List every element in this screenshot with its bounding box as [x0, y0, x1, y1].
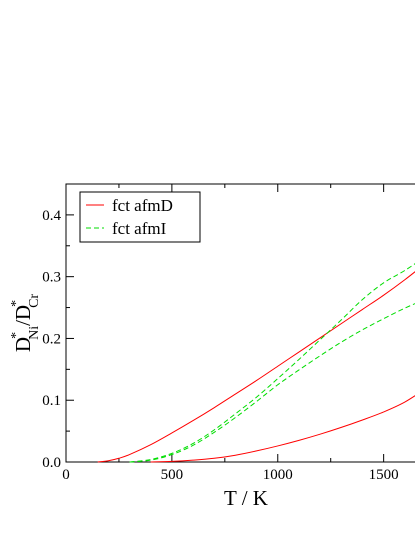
y-tick-label: 0.1 [42, 393, 61, 409]
series-layer [97, 263, 415, 463]
plot-frame [65, 183, 415, 463]
y-axis-title-sub2: Cr [27, 294, 42, 308]
y-axis-title-sup2: * [9, 300, 24, 307]
y-axis-title-sup1: * [9, 332, 24, 339]
series-line-3 [129, 303, 415, 463]
legend-box [79, 191, 201, 243]
axis-tick-labels: 0 500 1000 1500 0.0 0.1 0.2 0.3 0.4 [42, 208, 398, 483]
y-tick-label: 0.0 [42, 455, 61, 471]
x-tick-label: 500 [161, 467, 184, 483]
series-line-1 [150, 395, 415, 463]
y-axis-title-sub1: Ni [27, 326, 42, 340]
y-axis-title-slash: /D [11, 305, 35, 326]
axis-ticks [65, 183, 385, 463]
y-axis-title: D* Ni/D* Cr [9, 294, 42, 353]
x-tick-label: 1000 [263, 467, 293, 483]
series-line-2 [129, 263, 415, 463]
x-tick-label: 0 [62, 467, 70, 483]
x-axis-title: T / K [224, 486, 268, 510]
y-tick-label: 0.4 [42, 208, 61, 224]
y-tick-label: 0.3 [42, 270, 61, 286]
y-axis-title-main: D [11, 337, 35, 352]
series-line-0 [97, 271, 415, 463]
legend: fct afmD fct afmI [79, 191, 201, 243]
legend-label-afmD: fct afmD [112, 196, 173, 215]
x-tick-label: 1500 [369, 467, 399, 483]
legend-label-afmI: fct afmI [112, 219, 167, 238]
y-tick-label: 0.2 [42, 331, 61, 347]
